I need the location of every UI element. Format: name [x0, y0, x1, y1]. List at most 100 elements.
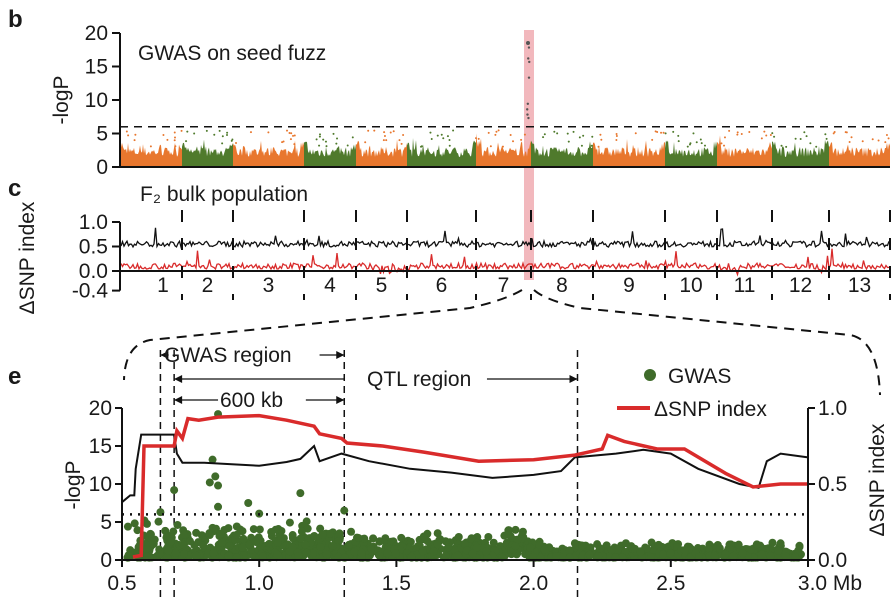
gwas-point — [124, 551, 133, 560]
snp-point — [162, 133, 165, 136]
arrowhead — [569, 375, 578, 383]
chromosome-points-7 — [476, 133, 531, 167]
snp-point — [748, 130, 751, 133]
snp-point — [590, 144, 593, 147]
gwas-point — [734, 540, 743, 549]
gwas-point — [489, 538, 498, 547]
snp-point — [512, 140, 515, 143]
snp-point — [319, 133, 322, 136]
gwas-point — [375, 537, 384, 546]
gwas-point — [795, 541, 804, 550]
snp-point — [805, 135, 808, 138]
snp-point — [582, 134, 585, 137]
snp-point — [556, 132, 559, 135]
gwas-point — [383, 549, 392, 558]
snp-point — [293, 143, 296, 146]
gwas-point — [350, 548, 359, 557]
snp-point — [429, 131, 432, 134]
gwas-point — [375, 551, 384, 560]
snp-point — [389, 131, 392, 134]
snp-point — [127, 134, 130, 137]
arrowhead — [174, 375, 183, 383]
snp-point — [815, 145, 818, 148]
manhattan-ylabel: -logP — [50, 75, 73, 124]
snp-point — [315, 138, 318, 141]
snp-point — [523, 133, 526, 136]
gwas-point — [238, 543, 247, 552]
snp-point — [692, 132, 695, 135]
snp-point — [318, 135, 321, 138]
gwas-point — [224, 524, 233, 533]
gwas-point — [255, 525, 264, 534]
peak-point — [527, 46, 531, 49]
y-tick-label: 1.0 — [79, 211, 108, 234]
gwas-point — [511, 525, 520, 534]
snp-point — [799, 138, 802, 141]
gwas-point — [218, 538, 227, 547]
snp-point — [848, 141, 851, 144]
gwas-point — [654, 540, 663, 549]
snp-point — [226, 131, 229, 134]
gwas-point — [484, 532, 493, 541]
gwas-point — [704, 545, 713, 554]
snp-point — [286, 129, 289, 132]
gwas-point — [419, 532, 428, 541]
snp-point — [832, 132, 835, 135]
snp-point — [332, 132, 335, 135]
snp-point — [235, 142, 238, 145]
connector-right — [533, 289, 881, 396]
snp-title: F₂ bulk population — [140, 183, 308, 206]
chromosome-label: 8 — [556, 274, 568, 297]
snp-point — [720, 142, 723, 145]
y-tick-label-left: 15 — [89, 435, 112, 458]
snp-point — [760, 137, 763, 140]
snp-point — [289, 138, 292, 141]
y-tick-label: 10 — [85, 89, 108, 112]
gwas-point — [150, 535, 159, 544]
gwas-point — [453, 551, 462, 560]
snp-point — [740, 133, 743, 136]
chromosome-points-13 — [829, 142, 890, 167]
snp-point — [489, 145, 492, 148]
snp-point — [825, 137, 828, 140]
zoom-connector — [123, 289, 881, 396]
snp-point — [436, 134, 439, 137]
peak-point — [528, 60, 531, 64]
snp-point — [174, 145, 177, 148]
y-tick-label: 20 — [85, 22, 108, 45]
gwas-point — [344, 540, 353, 549]
gwas-point — [752, 540, 761, 549]
snp-point — [566, 132, 569, 135]
snp-point — [364, 141, 367, 144]
gwas-point — [715, 544, 724, 553]
snp-point — [324, 140, 327, 143]
snp-point — [677, 140, 680, 143]
gwas-point — [565, 546, 574, 555]
snp-point — [634, 132, 637, 135]
y-tick-label-left: 10 — [89, 473, 112, 496]
snp-point — [173, 131, 176, 134]
chromosome-points-6 — [407, 138, 476, 167]
gwas-point — [273, 550, 282, 559]
chromosome-points-11 — [717, 135, 772, 167]
gwas-point — [178, 540, 187, 549]
gwas-point — [613, 545, 622, 554]
gwas-point — [161, 526, 170, 535]
snp-point — [452, 129, 455, 132]
snp-point — [282, 140, 285, 143]
gwas-point — [726, 540, 735, 549]
snp-ylabel: ΔSNP index — [16, 201, 39, 314]
gwas-point — [441, 551, 450, 560]
snp-point — [205, 129, 208, 132]
gwas-point — [318, 530, 327, 539]
gwas-point — [710, 552, 719, 561]
snp-point — [695, 141, 698, 144]
snp-point — [662, 131, 665, 134]
delta-snp-genome-plot: -0.40.00.51.01 2 3 4 5 6 7 8 9 10 11 12 13 — [72, 210, 891, 303]
snp-point — [773, 135, 776, 138]
gwas-point — [354, 534, 363, 543]
snp-point — [213, 133, 216, 136]
gwas-point — [529, 552, 538, 561]
snp-point — [336, 137, 339, 140]
snp-point — [180, 129, 183, 132]
